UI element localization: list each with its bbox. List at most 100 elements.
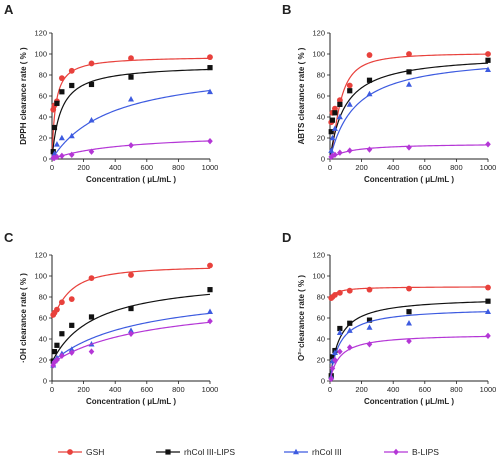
panel-c-point-rhcol-iii-lips (128, 305, 134, 312)
panel-b-x-tick-label: 600 (419, 163, 432, 172)
panel-a-y-axis-title: DPPH clearance rate ( % ) (19, 47, 28, 145)
panel-b-x-axis-title: Concentration ( μL/mL ) (364, 175, 454, 184)
legend-marker-b-lips (393, 448, 399, 456)
panel-c-fit-curve-rhcol-iii (51, 312, 211, 363)
panel-c-point-rhcol-iii (207, 308, 213, 314)
panel-d-point-rhcol-iii-lips (337, 325, 343, 332)
panel-c-point-b-lips (59, 352, 65, 359)
panel-a-x-tick-label: 600 (141, 163, 154, 172)
panel-c-letter: C (4, 230, 14, 245)
panel-c-x-tick-label: 800 (172, 385, 185, 394)
panel-a-point-rhcol-iii (51, 150, 58, 157)
panel-d-y-tick-label: 80 (317, 293, 325, 302)
panel-a-y-tick-label: 80 (39, 71, 47, 80)
panel-a-point-rhcol-iii-lips (69, 82, 75, 89)
panel-a-y-tick-label: 120 (34, 29, 47, 38)
panel-c-point-gsh (58, 299, 65, 306)
panel-d-series-gsh (328, 284, 491, 301)
panel-c-point-b-lips (68, 349, 75, 356)
panel-d-point-rhcol-iii (336, 329, 343, 335)
panel-b-point-rhcol-iii-lips (329, 117, 336, 123)
panel-b-y-tick-label: 0 (321, 155, 325, 164)
panel-a-y-tick-label: 40 (39, 113, 47, 122)
panel-d-point-rhcol-iii (406, 320, 412, 326)
panel-d-series-rhcol-iii (328, 308, 491, 382)
panel-b-y-tick-label: 80 (317, 71, 325, 80)
panel-c-x-tick-label: 600 (141, 385, 154, 394)
panel-b-point-rhcol-iii (485, 66, 491, 73)
panel-b-point-rhcol-iii-lips (485, 57, 491, 63)
panel-b-fit-curve-rhcol-iii-lips (329, 62, 489, 160)
panel-b-point-rhcol-iii (366, 90, 373, 97)
panel-d-point-gsh (485, 284, 491, 291)
panel-d-point-b-lips (485, 332, 491, 340)
panel-a-letter: A (4, 2, 14, 17)
panel-d-point-rhcol-iii (346, 327, 353, 333)
panel-a-point-rhcol-iii-lips (59, 89, 65, 95)
panel-c-y-tick-label: 20 (39, 356, 47, 365)
panel-a-point-rhcol-iii (128, 95, 134, 102)
panel-a-point-b-lips (207, 137, 213, 145)
panel-b-point-b-lips (485, 141, 491, 148)
panel-a-x-tick-label: 200 (77, 163, 90, 172)
panel-a-point-rhcol-iii-lips (128, 74, 134, 80)
legend: GSH rhCol III-LIPS rhCol III B-LIPS (58, 447, 439, 457)
panel-a-y-tick-label: 60 (39, 92, 47, 101)
panel-d-series-b-lips (328, 332, 491, 383)
panel-c-point-rhcol-iii-lips (59, 331, 65, 337)
panel-c-point-gsh (207, 262, 213, 269)
panel-c-y-tick-label: 40 (39, 335, 47, 344)
panel-c-point-rhcol-iii-lips (69, 322, 75, 328)
panel-b-y-tick-label: 100 (312, 50, 325, 59)
panel-a-x-axis-title: Concentration ( μL/mL ) (86, 175, 176, 184)
panel-d-x-tick-label: 800 (450, 385, 463, 394)
panel-c-point-b-lips (88, 348, 95, 355)
panel-a-point-rhcol-iii-lips (50, 149, 56, 155)
panel-b-point-rhcol-iii-lips (328, 129, 334, 135)
panel-a-series-b-lips (50, 137, 213, 162)
panel-b-point-rhcol-iii (406, 81, 412, 87)
panel-b-point-rhcol-iii (329, 134, 336, 141)
panel-a-y-tick-label: 20 (39, 134, 47, 143)
panel-d-point-rhcol-iii-lips (329, 354, 336, 360)
panel-c-y-axis-title: ·OH clearance rate ( % ) (19, 273, 28, 363)
panel-a-point-b-lips (88, 148, 95, 155)
panel-b-letter: B (282, 2, 291, 17)
panel-b-series-rhcol-iii-lips (328, 57, 491, 160)
panel-a-point-b-lips (54, 153, 60, 161)
panel-a-x-tick-label: 800 (172, 163, 185, 172)
panel-d-point-rhcol-iii-lips (366, 317, 373, 323)
panel-b-y-tick-label: 120 (312, 29, 325, 38)
panel-c-x-tick-label: 0 (50, 385, 54, 394)
panel-c-series-rhcol-iii (50, 308, 213, 368)
panel-c-point-gsh (54, 306, 60, 313)
panel-d-point-rhcol-iii (366, 324, 373, 330)
panel-c-series-b-lips (50, 317, 213, 369)
legend-marker-rhcol-iii-lips (165, 449, 171, 455)
panel-c-point-b-lips (54, 356, 60, 364)
panel-a-point-rhcol-iii (88, 116, 95, 123)
panel-b-point-b-lips (337, 149, 343, 156)
panel-a-point-gsh (88, 60, 95, 67)
panel-b-x-tick-label: 200 (355, 163, 368, 172)
panel-a-x-tick-label: 0 (50, 163, 54, 172)
legend-label-b-lips: B-LIPS (412, 447, 439, 457)
panel-d-point-gsh (366, 286, 373, 293)
panel-d-x-tick-label: 600 (419, 385, 432, 394)
panel-d-y-tick-label: 100 (312, 272, 325, 281)
panel-c-x-tick-label: 200 (77, 385, 90, 394)
panel-d-x-tick-label: 1000 (480, 385, 497, 394)
panel-b-x-tick-label: 400 (387, 163, 400, 172)
panel-d-point-b-lips (366, 341, 373, 348)
panel-a-point-rhcol-iii-lips (51, 124, 58, 131)
panel-b-x-tick-label: 1000 (480, 163, 497, 172)
panel-c-x-tick-label: 1000 (202, 385, 219, 394)
panel-a-series-rhcol-iii-lips (50, 65, 213, 160)
panel-a-x-tick-label: 400 (109, 163, 122, 172)
panel-c: C 0 20 40 60 80 100 120 0 200 400 600 800 1000 Concent… (4, 230, 218, 406)
panel-d-point-rhcol-iii-lips (485, 298, 491, 304)
panel-b-point-rhcol-iii (328, 147, 335, 153)
panel-d-x-tick-label: 200 (355, 385, 368, 394)
panel-d-point-b-lips (346, 344, 353, 351)
panel-a-point-rhcol-iii-lips (88, 81, 95, 88)
